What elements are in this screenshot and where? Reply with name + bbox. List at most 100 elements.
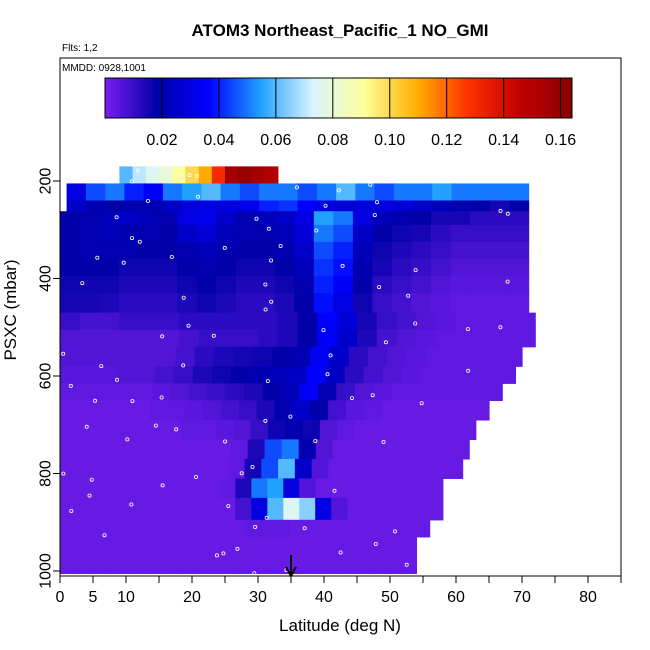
- sample-point: [328, 353, 333, 358]
- heatmap-cell: [411, 259, 432, 277]
- heatmap-cell: [410, 497, 428, 521]
- heatmap-cell: [436, 329, 457, 348]
- sample-point: [95, 255, 100, 260]
- heatmap-cell: [465, 383, 485, 401]
- heatmap-cell: [79, 346, 100, 367]
- heatmap-cell: [396, 312, 417, 331]
- sample-point: [349, 396, 354, 401]
- heatmap-cell: [133, 383, 153, 401]
- heatmap-cell: [425, 346, 446, 367]
- heatmap-cell: [336, 383, 356, 401]
- heatmap-cell: [470, 183, 491, 202]
- heatmap-cell: [203, 478, 221, 499]
- heatmap-cell: [60, 439, 78, 460]
- heatmap-cell: [352, 211, 373, 226]
- heatmap-cell: [198, 166, 213, 185]
- heatmap-cell: [416, 329, 437, 348]
- heatmap-cell: [483, 383, 503, 401]
- heatmap-cell: [275, 519, 292, 538]
- heatmap-cell: [157, 224, 178, 243]
- heatmap-cell: [489, 276, 510, 294]
- heatmap-cell: [60, 497, 77, 521]
- heatmap-cell: [95, 400, 115, 421]
- heatmap-cell: [178, 553, 195, 575]
- heatmap-cell: [198, 312, 219, 331]
- heatmap-cell: [411, 293, 432, 314]
- heatmap-cell: [223, 553, 239, 575]
- heatmap-cell: [418, 439, 436, 460]
- heatmap-cell: [489, 259, 510, 277]
- heatmap-cell: [177, 259, 198, 277]
- heatmap-cell: [192, 366, 213, 384]
- heatmap-cell: [99, 312, 120, 331]
- heatmap-cell: [372, 241, 393, 260]
- sample-point: [222, 245, 227, 250]
- heatmap-cell: [509, 293, 530, 314]
- heatmap-cell: [198, 329, 219, 348]
- heatmap-cell: [134, 553, 150, 575]
- heatmap-cell: [317, 383, 337, 401]
- heatmap-cell: [90, 519, 107, 538]
- sample-point: [125, 437, 130, 442]
- heatmap-cell: [445, 458, 464, 479]
- sample-point: [313, 439, 318, 444]
- heatmap-cell: [450, 259, 471, 277]
- heatmap-cell: [219, 497, 237, 521]
- heatmap-cell: [416, 312, 437, 331]
- heatmap-cell: [238, 400, 258, 421]
- heatmap-cell: [89, 536, 106, 555]
- heatmap-cell: [394, 497, 412, 521]
- heatmap-cell: [154, 366, 175, 384]
- heatmap-cell: [387, 346, 408, 367]
- sample-point: [340, 263, 345, 268]
- heatmap-cell: [60, 458, 78, 479]
- heatmap-cell: [372, 276, 393, 294]
- heatmap-cell: [342, 536, 358, 555]
- heatmap-cell: [235, 276, 256, 294]
- heatmap-cell: [259, 200, 279, 212]
- heatmap-cell: [451, 200, 472, 212]
- heatmap-cell: [118, 211, 139, 226]
- sample-point: [89, 477, 94, 482]
- heatmap-cell: [502, 346, 523, 367]
- sample-point: [325, 372, 330, 377]
- heatmap-cell: [413, 200, 433, 212]
- heatmap-cell: [399, 400, 419, 421]
- heatmap-cell: [104, 553, 120, 575]
- heatmap-cell: [475, 312, 497, 331]
- heatmap-cell: [426, 478, 444, 499]
- heatmap-cell: [509, 259, 530, 277]
- heatmap-cell: [77, 419, 96, 440]
- heatmap-cell: [315, 478, 332, 499]
- heatmap-cell: [143, 183, 164, 202]
- sample-point: [186, 323, 191, 328]
- heatmap-cell: [313, 241, 334, 260]
- heatmap-cell: [452, 439, 470, 460]
- sample-point: [181, 363, 186, 368]
- heatmap-cell: [60, 478, 77, 499]
- heatmap-cell: [315, 439, 334, 460]
- heatmap-cell: [349, 439, 368, 460]
- heatmap-cell: [79, 312, 101, 331]
- heatmap-cell: [344, 366, 365, 384]
- heatmap-cell: [163, 553, 180, 575]
- y-tick-label: 600: [38, 363, 55, 390]
- heatmap-cell: [162, 439, 180, 460]
- heatmap-cell: [258, 329, 279, 348]
- heatmap-cell: [225, 383, 245, 401]
- heatmap-cell: [274, 241, 295, 260]
- heatmap-cell: [104, 536, 120, 555]
- heatmap-cell: [171, 478, 189, 499]
- heatmap-cell: [297, 536, 314, 555]
- heatmap-cell: [177, 211, 198, 226]
- heatmap-cell: [255, 211, 276, 226]
- sample-point: [377, 285, 382, 290]
- heatmap-cell: [475, 329, 497, 348]
- heatmap-cell: [182, 200, 202, 212]
- heatmap-cell: [105, 200, 125, 212]
- heatmap-cell: [89, 553, 106, 575]
- heatmap-cell: [235, 211, 256, 226]
- heatmap-cell: [391, 259, 413, 277]
- heatmap-cell: [60, 224, 81, 243]
- heatmap-cell: [333, 293, 354, 314]
